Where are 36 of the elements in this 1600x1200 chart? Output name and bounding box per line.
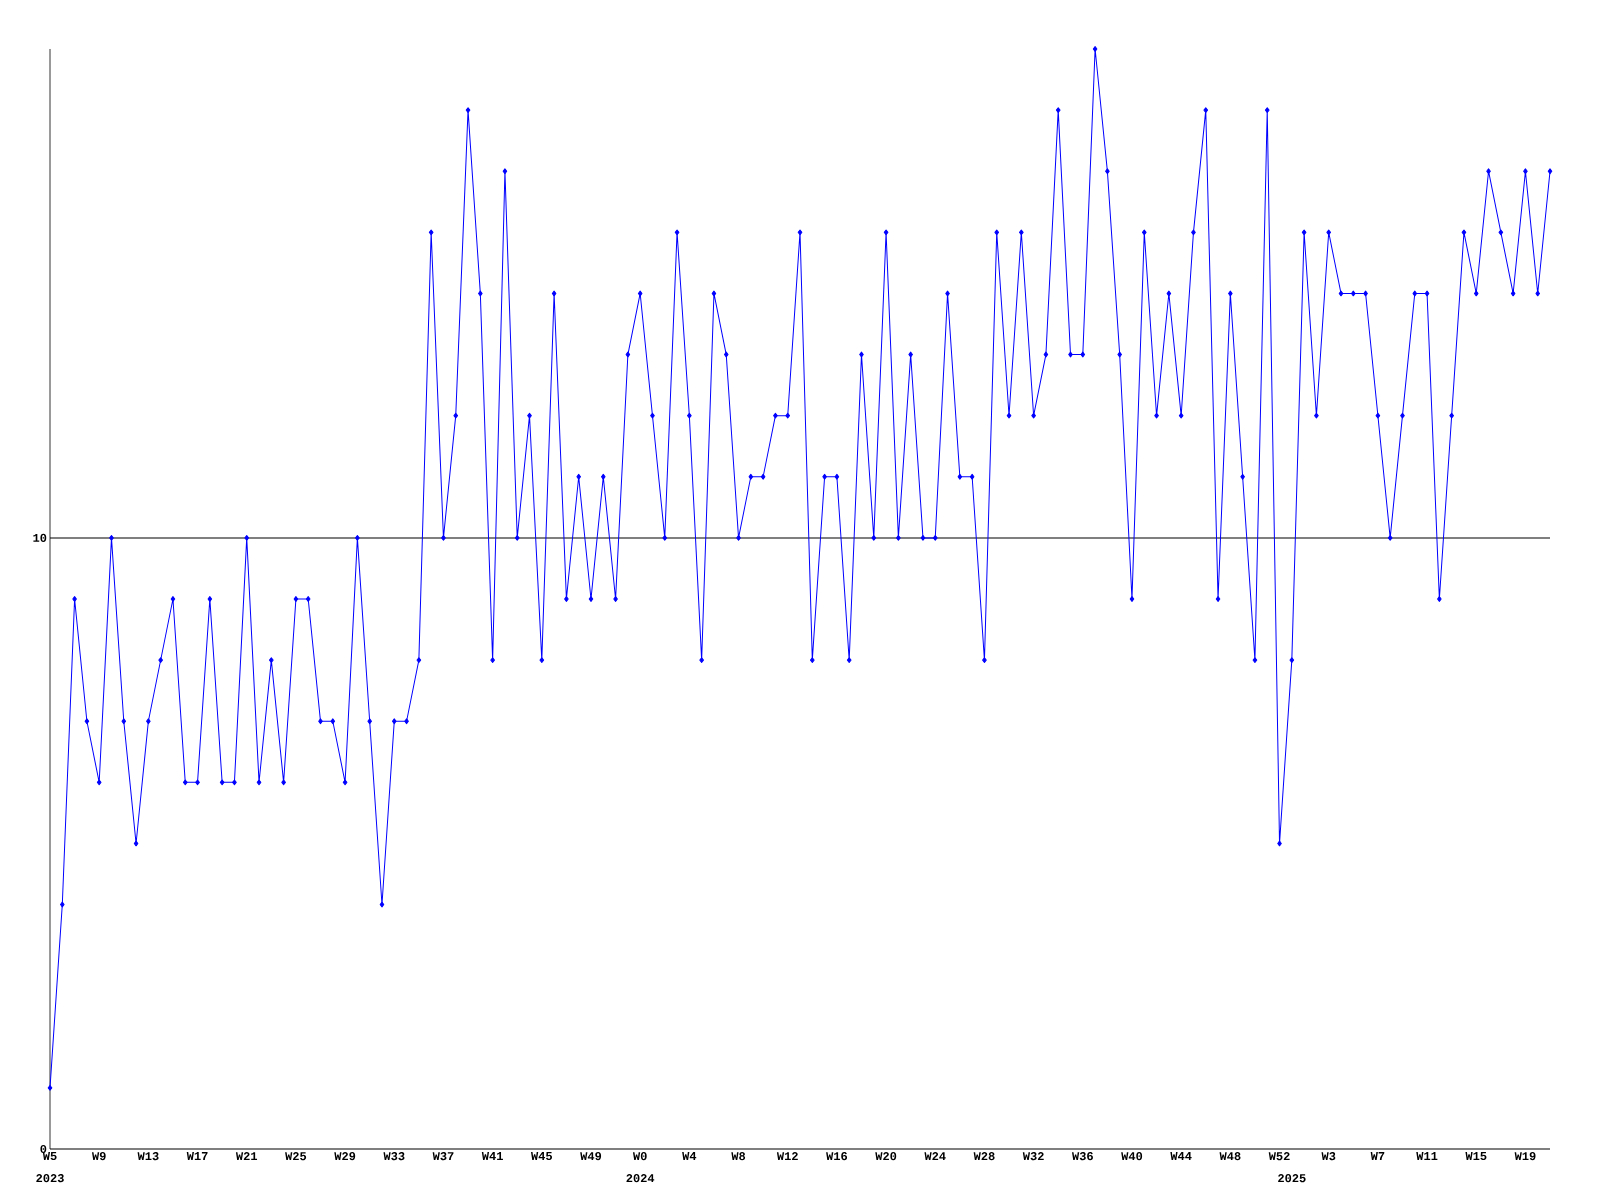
x-tick-label: W0 [632,1152,647,1161]
x-tick-label: W16 [826,1152,848,1161]
x-tick-label: W4 [682,1152,697,1160]
x-tick-label: W5 [42,1152,57,1161]
x-tick-label: W33 [383,1152,405,1161]
x-tick-label: W49 [580,1152,602,1161]
x-tick-label: W32 [1022,1152,1044,1161]
x-tick-label: W52 [1268,1152,1290,1161]
x-tick-label: W3 [1321,1152,1336,1161]
x-tick-label: W9 [91,1152,106,1161]
x-tick-label: W20 [875,1152,897,1161]
x-tick-label: W29 [334,1152,356,1161]
y-tick-label: 0 [40,1144,47,1154]
x-tick-label: W36 [1072,1152,1093,1161]
x-tick-label: W24 [924,1152,946,1161]
x-tick-label: W13 [137,1152,159,1161]
x-tick-label: W40 [1121,1152,1143,1161]
text: 2024 [626,1174,655,1183]
x-tick-label: W17 [186,1152,208,1160]
y-tick-label: 10 [33,533,47,542]
x-tick-label: W8 [731,1152,746,1161]
x-tick-label: W25 [285,1152,307,1161]
x-tick-label: W7 [1370,1152,1385,1160]
x-tick-label: W44 [1170,1152,1192,1160]
text: 2025 [1278,1174,1306,1183]
x-tick-label: W28 [973,1152,995,1161]
text: 2023 [36,1174,64,1183]
x-tick-label: W12 [776,1152,798,1161]
x-tick-label: W48 [1219,1152,1241,1161]
x-tick-label: W21 [235,1152,258,1161]
x-tick-label: W19 [1514,1152,1536,1161]
x-tick-label: W11 [1416,1152,1438,1160]
x-tick-label: W45 [531,1152,552,1161]
x-tick-label: W37 [432,1152,454,1161]
x-tick-label: W41 [481,1152,503,1160]
x-tick-label: W15 [1465,1152,1487,1161]
